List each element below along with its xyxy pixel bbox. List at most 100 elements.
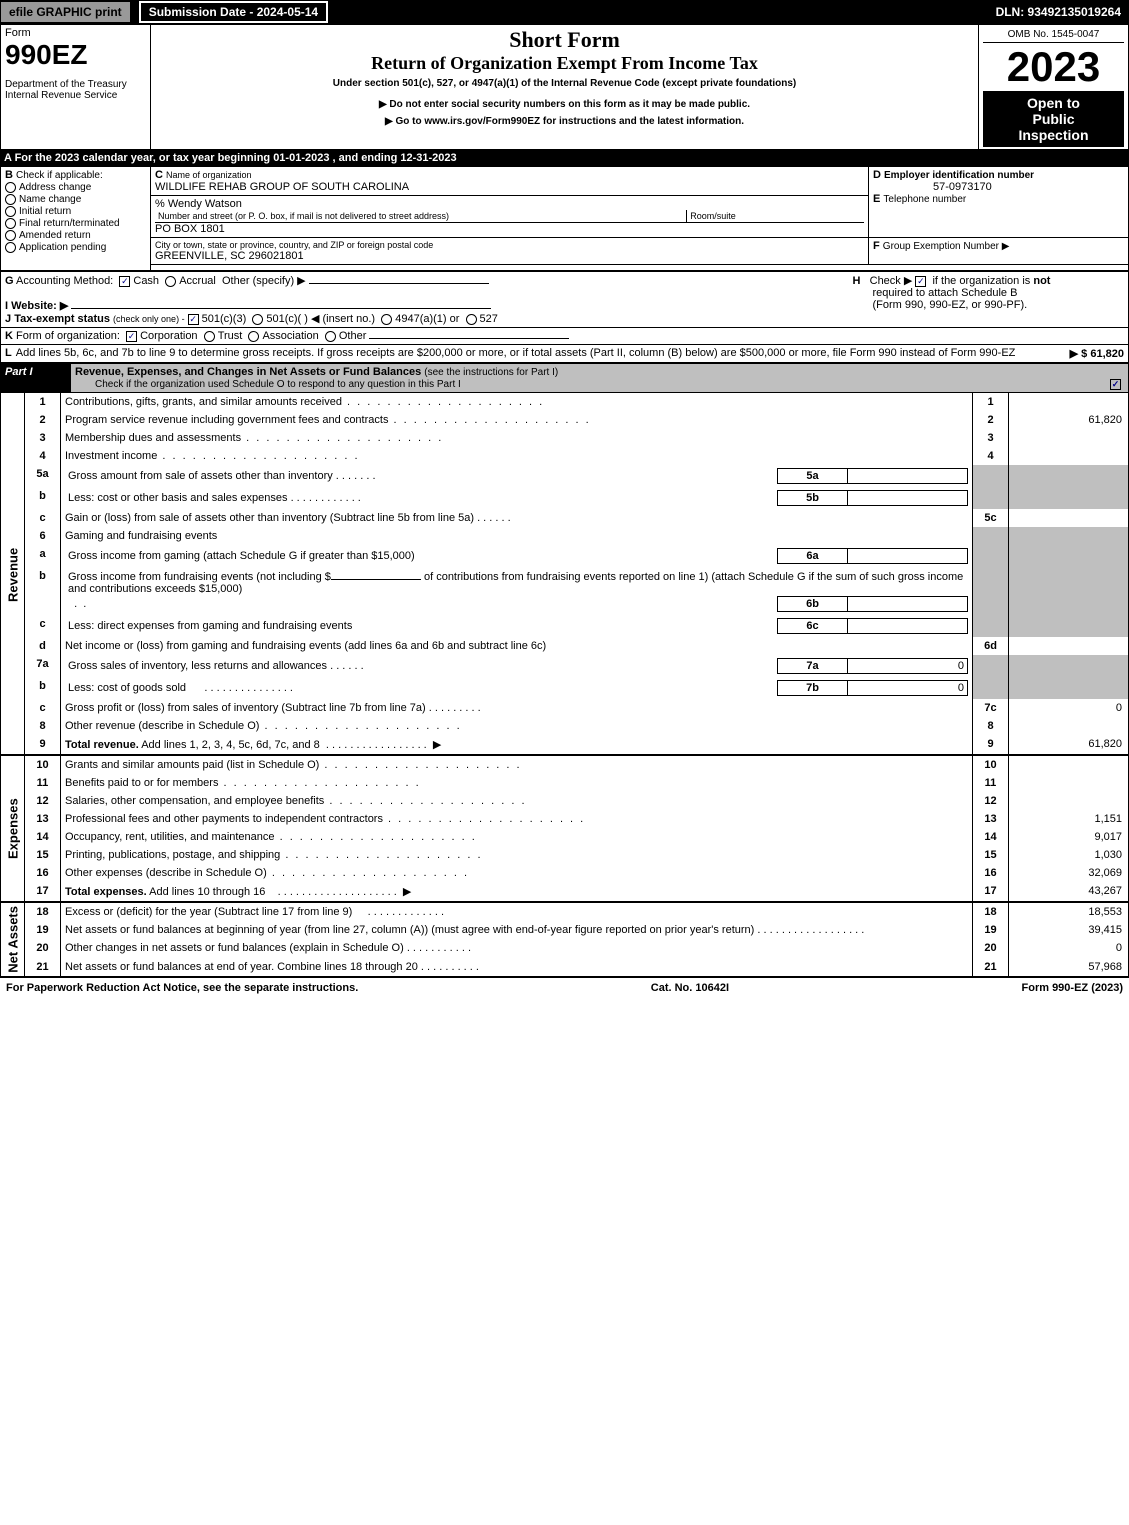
- netassets-section-label: Net Assets: [1, 902, 25, 977]
- line6c-shaded-val: [1009, 615, 1129, 637]
- initial-return-label: Initial return: [19, 206, 71, 217]
- cash-checkbox[interactable]: [119, 276, 130, 287]
- line20-numr: 20: [973, 939, 1009, 957]
- street-value: PO BOX 1801: [155, 223, 864, 235]
- line13-text: Professional fees and other payments to …: [61, 810, 973, 828]
- line2-numr: 2: [973, 411, 1009, 429]
- h-check-arrow: Check ▶: [870, 275, 913, 287]
- line6b-mid: 6b: [778, 597, 848, 612]
- org-name-label: Name of organization: [166, 170, 252, 180]
- accrual-label: Accrual: [179, 275, 216, 287]
- addr-change-label: Address change: [19, 182, 91, 193]
- line6c-mid: 6c: [778, 619, 848, 634]
- line16-val: 32,069: [1009, 864, 1129, 882]
- e-label: E: [873, 193, 880, 205]
- line7c-numr: 7c: [973, 699, 1009, 717]
- final-return-checkbox[interactable]: [5, 218, 16, 229]
- 4947-label: 4947(a)(1) or: [395, 313, 459, 325]
- line4-text: Investment income: [61, 447, 973, 465]
- app-pending-checkbox[interactable]: [5, 242, 16, 253]
- 527-label: 527: [480, 313, 498, 325]
- line19-text: Net assets or fund balances at beginning…: [61, 921, 973, 939]
- ein-label: Employer identification number: [884, 170, 1034, 181]
- line6c-num: c: [25, 615, 61, 637]
- line18-numr: 18: [973, 902, 1009, 921]
- line9-text: Total revenue. Add lines 1, 2, 3, 4, 5c,…: [61, 735, 973, 755]
- other-method-input[interactable]: [309, 283, 489, 284]
- line6b-shaded: [973, 567, 1009, 615]
- line6b-shaded-val: [1009, 567, 1129, 615]
- corp-label: Corporation: [140, 330, 197, 342]
- line13-numr: 13: [973, 810, 1009, 828]
- 527-checkbox[interactable]: [466, 314, 477, 325]
- city-value: GREENVILLE, SC 296021801: [155, 250, 864, 262]
- line7c-val: 0: [1009, 699, 1129, 717]
- b-check: Check if applicable:: [16, 170, 103, 181]
- line18-text: Excess or (deficit) for the year (Subtra…: [61, 902, 973, 921]
- line11-numr: 11: [973, 774, 1009, 792]
- h-not: not: [1033, 275, 1050, 287]
- part1-schedo-checkbox[interactable]: [1110, 379, 1121, 390]
- line6c-shaded: [973, 615, 1009, 637]
- part1-sub: (see the instructions for Part I): [424, 367, 558, 378]
- g-label: G: [5, 275, 14, 287]
- form-title: Short Form: [155, 27, 974, 53]
- amended-return-checkbox[interactable]: [5, 230, 16, 241]
- form-word: Form: [5, 27, 146, 39]
- line3-text: Membership dues and assessments: [61, 429, 973, 447]
- 501c-checkbox[interactable]: [252, 314, 263, 325]
- corp-checkbox[interactable]: [126, 331, 137, 342]
- trust-checkbox[interactable]: [204, 331, 215, 342]
- line19-val: 39,415: [1009, 921, 1129, 939]
- line6a-shaded: [973, 545, 1009, 567]
- line7b-num: b: [25, 677, 61, 699]
- part1-body: Revenue 1 Contributions, gifts, grants, …: [0, 393, 1129, 978]
- footer-left: For Paperwork Reduction Act Notice, see …: [6, 982, 358, 994]
- line15-num: 15: [25, 846, 61, 864]
- line6c-midval: [848, 619, 968, 634]
- line18-val: 18,553: [1009, 902, 1129, 921]
- line14-numr: 14: [973, 828, 1009, 846]
- room-label: Room/suite: [687, 210, 864, 223]
- addr-change-checkbox[interactable]: [5, 182, 16, 193]
- line6b-midval: [848, 597, 968, 612]
- line6a-num: a: [25, 545, 61, 567]
- line7c-num: c: [25, 699, 61, 717]
- line4-num: 4: [25, 447, 61, 465]
- initial-return-checkbox[interactable]: [5, 206, 16, 217]
- open-inspection: Open to Public Inspection: [983, 91, 1124, 147]
- footer-catno: Cat. No. 10642I: [651, 982, 729, 994]
- line16-text: Other expenses (describe in Schedule O): [61, 864, 973, 882]
- h-text4: (Form 990, 990-EZ, or 990-PF).: [873, 299, 1028, 311]
- website-input[interactable]: [71, 308, 491, 309]
- header-table: Form 990EZ Department of the Treasury In…: [0, 24, 1129, 150]
- line3-num: 3: [25, 429, 61, 447]
- c-label: C: [155, 169, 163, 181]
- line-k: K Form of organization: Corporation Trus…: [0, 328, 1129, 345]
- other-org-checkbox[interactable]: [325, 331, 336, 342]
- line6-shaded: [973, 527, 1009, 545]
- other-org-input[interactable]: [369, 338, 569, 339]
- org-name: WILDLIFE REHAB GROUP OF SOUTH CAROLINA: [155, 181, 409, 193]
- efile-print-button[interactable]: efile GRAPHIC print: [0, 1, 131, 23]
- 4947-checkbox[interactable]: [381, 314, 392, 325]
- sched-b-checkbox[interactable]: [915, 276, 926, 287]
- line5c-numr: 5c: [973, 509, 1009, 527]
- line5a-mid: 5a: [778, 469, 848, 484]
- footer-right: Form 990-EZ (2023): [1022, 982, 1124, 994]
- line17-text: Total expenses. Add lines 10 through 16 …: [61, 882, 973, 902]
- accrual-checkbox[interactable]: [165, 276, 176, 287]
- line21-num: 21: [25, 958, 61, 977]
- h-label: H: [853, 275, 861, 287]
- name-change-checkbox[interactable]: [5, 194, 16, 205]
- 501c3-checkbox[interactable]: [188, 314, 199, 325]
- l-value: ▶ $ 61,820: [1070, 347, 1124, 360]
- line6d-numr: 6d: [973, 637, 1009, 655]
- line19-numr: 19: [973, 921, 1009, 939]
- goto-link[interactable]: ▶ Go to www.irs.gov/Form990EZ for instru…: [155, 116, 974, 127]
- line7b-shaded: [973, 677, 1009, 699]
- line7b-mid: 7b: [778, 681, 848, 696]
- line3-numr: 3: [973, 429, 1009, 447]
- assoc-checkbox[interactable]: [248, 331, 259, 342]
- form-subtitle: Return of Organization Exempt From Incom…: [155, 53, 974, 74]
